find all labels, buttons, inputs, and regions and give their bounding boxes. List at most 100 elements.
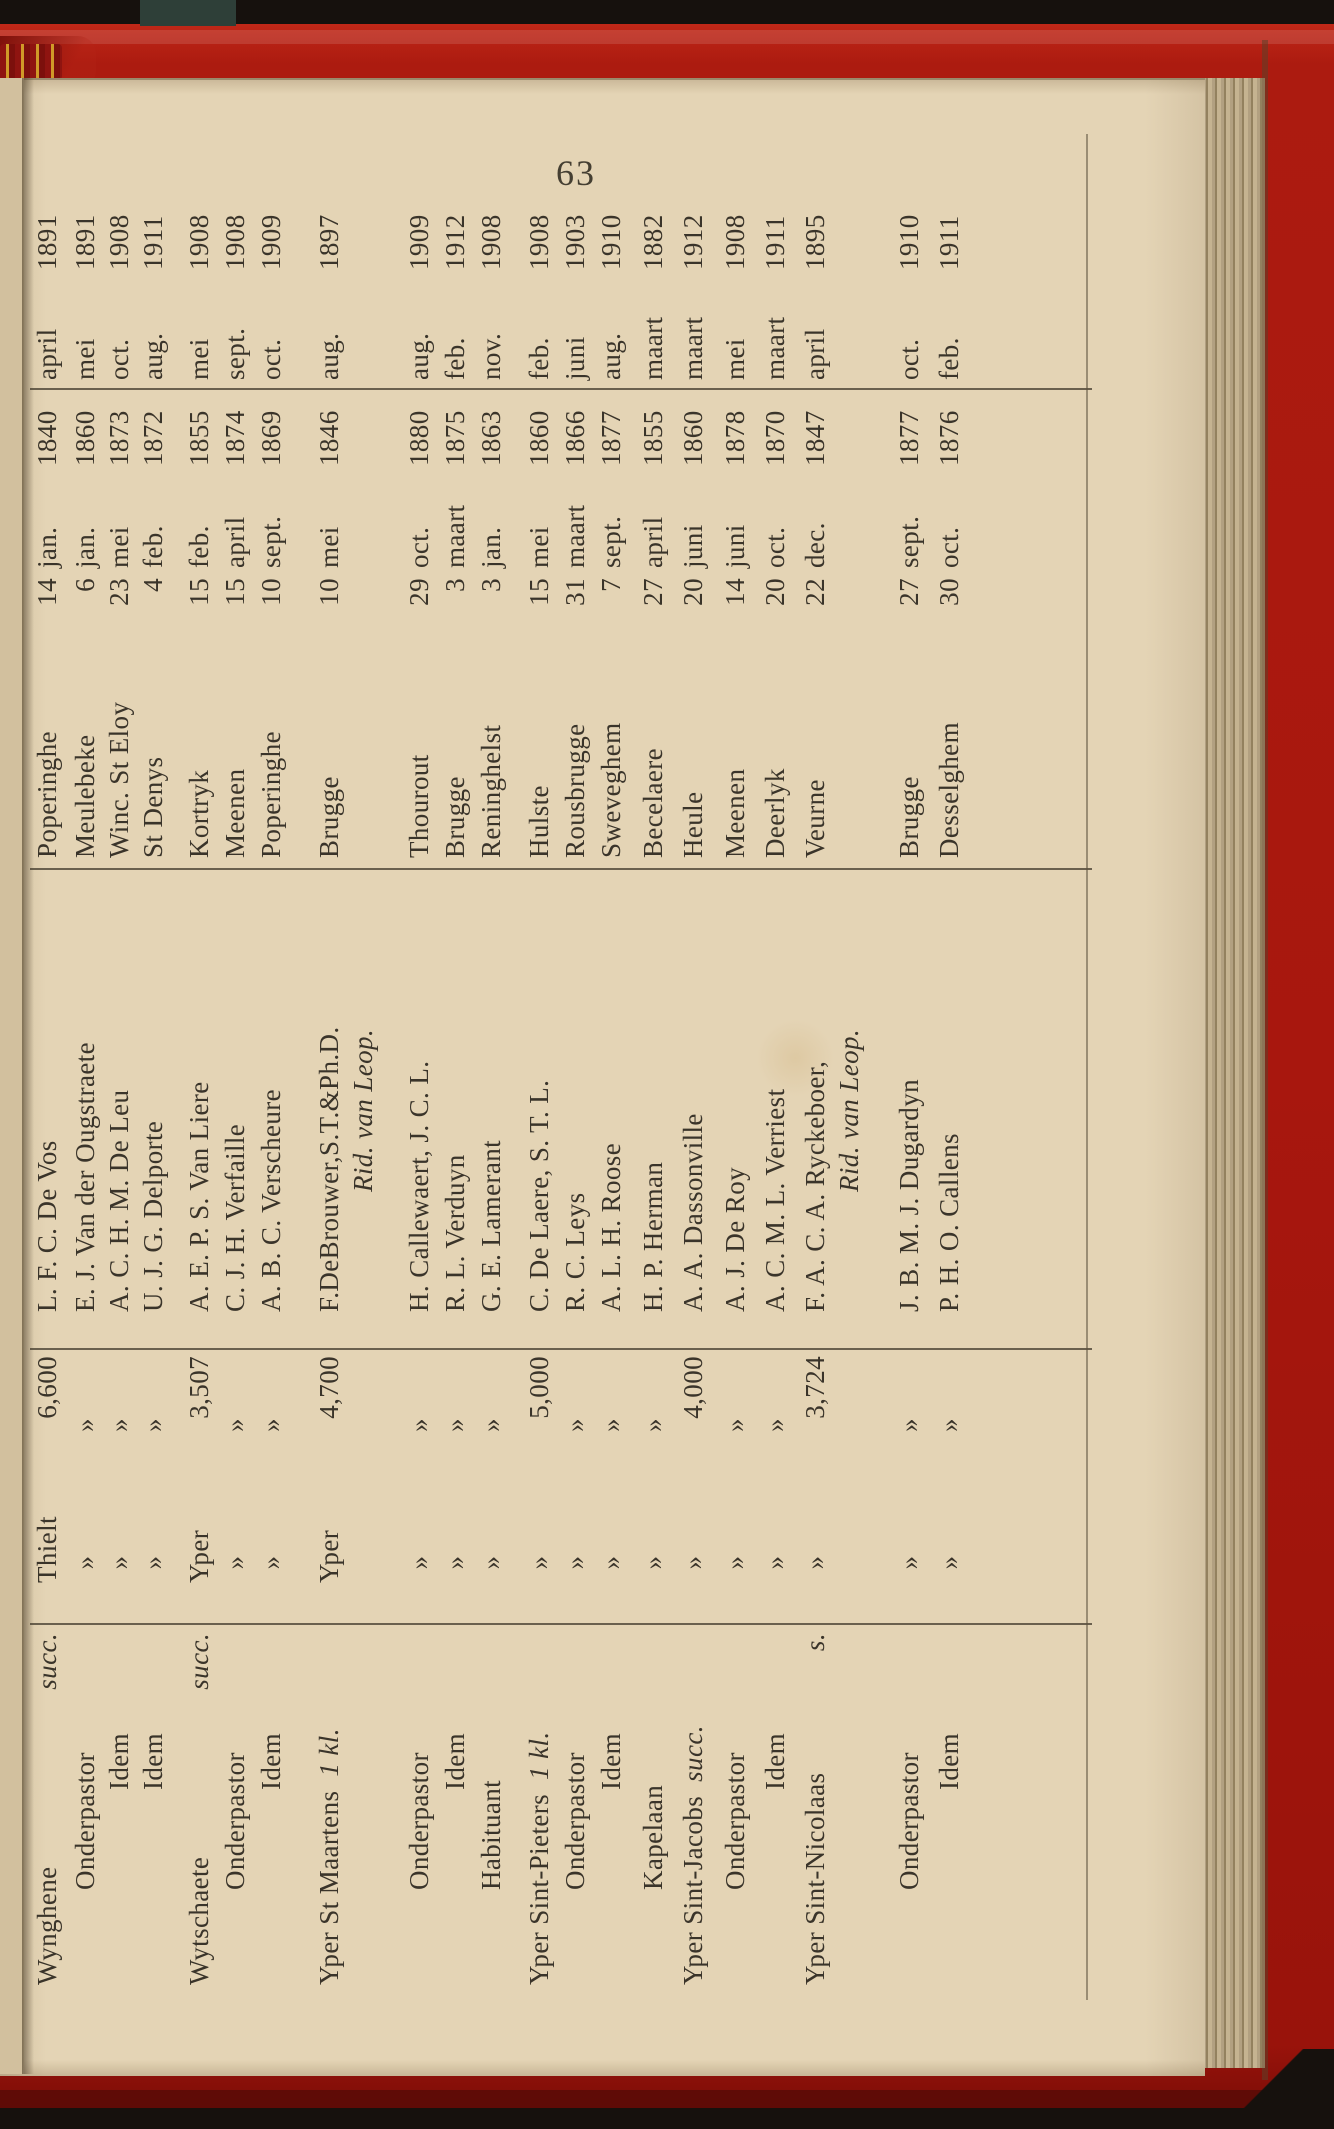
name-cell: R. C. Leys <box>560 1192 590 1312</box>
table-row-subline: Rid. van Leop. <box>832 130 866 2090</box>
table-row-subline: Rid. van Leop. <box>346 130 380 2090</box>
appointment-cell: sept.1908 <box>220 214 250 380</box>
salary-cell: » <box>70 1418 100 1432</box>
appointment-cell <box>832 130 866 390</box>
birthplace-cell: Meenen <box>220 768 250 858</box>
table-row: Idem » » R. L. Verduyn Brugge 3maart1875… <box>438 130 472 2090</box>
birthplace-cell: Becelaere <box>638 747 668 858</box>
page-number: 63 <box>556 153 596 193</box>
deanery-cell: » <box>894 1555 924 1570</box>
table-row: Wytschaete succ. Yper 3,507 A. E. P. S. V… <box>182 130 216 2090</box>
deanery-cell <box>832 1500 866 1625</box>
position-cell: Onderpastor <box>894 1752 924 1890</box>
salary-cell: » <box>104 1418 134 1432</box>
name-cell: Rid. van Leop. <box>346 870 380 1350</box>
photo-corner-shadow <box>1214 2049 1334 2129</box>
appointment-cell: feb.1912 <box>440 214 470 380</box>
appointment-cell: aug.1909 <box>404 214 434 380</box>
table-row: Idem » » A. L. H. Roose Sweveghem 7sept.… <box>594 130 628 2090</box>
name-cell: A. E. P. S. Van Liere <box>184 1081 214 1312</box>
birthplace-cell: St Denys <box>138 756 168 858</box>
appointment-cell: aug.1897 <box>314 214 344 380</box>
birthplace-cell: Meenen <box>720 768 750 858</box>
deanery-cell: » <box>720 1555 750 1570</box>
honor-title: Rid. van Leop. <box>348 1028 378 1192</box>
salary-cell: » <box>894 1418 924 1432</box>
birthplace-cell: Hulste <box>524 785 554 858</box>
birthplace-cell: Poperinghe <box>256 731 286 858</box>
birthdate-cell: 20oct.1870 <box>760 410 790 606</box>
deanery-cell: » <box>476 1555 506 1570</box>
name-cell: R. L. Verduyn <box>440 1154 470 1312</box>
deanery-cell: » <box>104 1555 134 1570</box>
table-end-rule <box>1086 134 1088 2000</box>
table-row: Yper Sint-Nicolaas s. » 3,724 F. A. C. A.… <box>798 130 832 2090</box>
salary-cell: » <box>934 1418 964 1432</box>
appointment-cell: juni1903 <box>560 214 590 380</box>
salary-cell: » <box>638 1418 668 1432</box>
birthplace-cell: Thourout <box>404 754 434 858</box>
table-row: Kapelaan » » H. P. Herman Becelaere 27ap… <box>636 130 670 2090</box>
deanery-cell: » <box>220 1555 250 1570</box>
birthplace-cell <box>832 630 866 870</box>
name-cell: P. H. O. Callens <box>934 1133 964 1312</box>
deanery-cell: » <box>596 1555 626 1570</box>
appointment-cell: nov.1908 <box>476 214 506 380</box>
name-cell: H. P. Herman <box>638 1161 668 1312</box>
salary-cell: 3,724 <box>800 1356 830 1419</box>
salary-cell: 6,600 <box>32 1356 62 1419</box>
birthplace-cell: Kortryk <box>184 769 214 858</box>
birthdate-cell: 27sept.1877 <box>894 410 924 606</box>
birthplace-cell: Poperinghe <box>32 731 62 858</box>
birthplace-cell: Brugge <box>314 776 344 858</box>
birthdate-cell: 20juni1860 <box>678 410 708 606</box>
birthplace-cell: Meulebeke <box>70 734 100 858</box>
salary-cell <box>346 1350 380 1500</box>
salary-cell: » <box>404 1418 434 1432</box>
birthdate-cell: 15april1874 <box>220 410 250 606</box>
deanery-cell: Yper <box>184 1529 214 1583</box>
deanery-cell: » <box>138 1555 168 1570</box>
appointment-cell: feb.1911 <box>934 215 964 380</box>
birthplace-cell: Heule <box>678 791 708 858</box>
page-block-edges <box>1203 78 1265 2068</box>
birthdate-cell: 22dec.1847 <box>800 410 830 606</box>
appointment-cell: mei1908 <box>720 214 750 380</box>
appointment-cell: oct.1910 <box>894 214 924 380</box>
book-cover-highlight <box>0 30 1334 44</box>
position-cell <box>832 1625 866 2090</box>
birthdate-cell: 15feb.1855 <box>184 410 214 606</box>
appointment-cell: aug.1910 <box>596 214 626 380</box>
position-cell: Habituant <box>476 1779 506 1890</box>
salary-cell: » <box>256 1418 286 1432</box>
name-cell: L. F. C. De Vos <box>32 1140 62 1312</box>
salary-cell: 3,507 <box>184 1356 214 1419</box>
birthdate-cell: 7sept.1877 <box>596 410 626 592</box>
position-cell: Idem <box>440 1732 470 1790</box>
birthdate-cell: 3maart1875 <box>440 410 470 592</box>
deanery-cell: » <box>638 1555 668 1570</box>
salary-cell: 4,700 <box>314 1356 344 1419</box>
honor-title: Rid. van Leop. <box>834 1028 864 1192</box>
position-cell: Onderpastor <box>560 1752 590 1890</box>
position-cell: Onderpastor <box>720 1752 750 1890</box>
name-cell: A. A. Dassonville <box>678 1113 708 1312</box>
table-row: Habituant » » G. E. Lamerant Reninghelst… <box>474 130 508 2090</box>
name-cell: G. E. Lamerant <box>476 1139 506 1312</box>
table-row: Yper St Maartens1 kl. Yper 4,700 F.DeBro… <box>312 130 346 2090</box>
bookmark-strip <box>140 0 236 26</box>
deanery-cell: » <box>440 1555 470 1570</box>
birthdate-cell: 23mei1873 <box>104 410 134 606</box>
birthplace-cell: Sweveghem <box>596 722 626 858</box>
deanery-cell: » <box>404 1555 434 1570</box>
salary-cell: » <box>220 1418 250 1432</box>
name-cell: J. B. M. J. Dugardyn <box>894 1078 924 1312</box>
birthdate-cell: 10mei1846 <box>314 410 344 606</box>
birthdate-cell: 27april1855 <box>638 410 668 606</box>
position-cell: Onderpastor <box>220 1752 250 1890</box>
table-row: Idem » » U. J. G. Delporte St Denys 4feb… <box>136 130 170 2090</box>
appointment-cell: april1891 <box>32 214 62 380</box>
table-row: Idem » » A. C. M. L. Verriest Deerlyk 20… <box>758 130 792 2090</box>
deanery-cell: Thielt <box>32 1516 62 1583</box>
deanery-cell: Yper <box>314 1529 344 1583</box>
